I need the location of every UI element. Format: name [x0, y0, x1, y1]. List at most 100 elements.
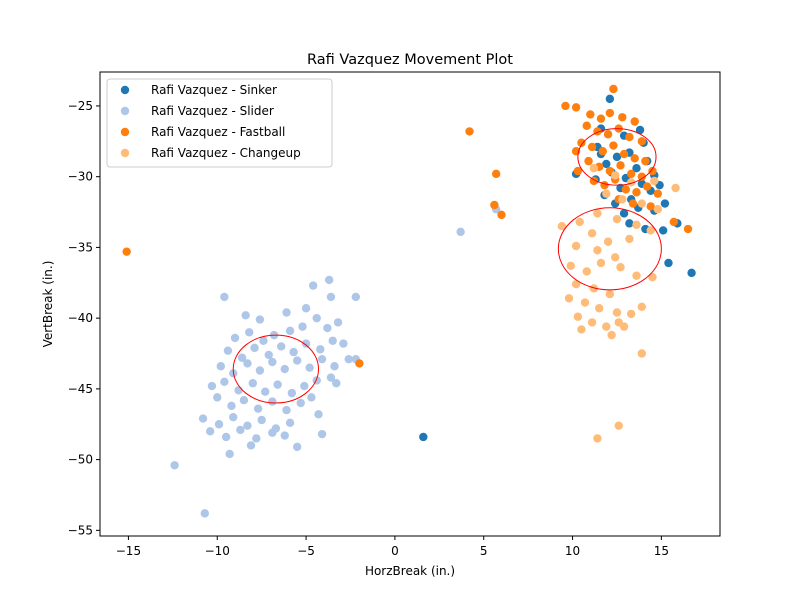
- data-point: [465, 127, 474, 136]
- data-point: [600, 180, 609, 190]
- data-point: [255, 315, 265, 324]
- data-point: [632, 271, 641, 280]
- data-point: [589, 164, 599, 173]
- data-point: [618, 195, 627, 204]
- data-point: [316, 345, 325, 354]
- data-point: [653, 189, 663, 198]
- data-point: [632, 188, 641, 197]
- data-point: [587, 229, 597, 238]
- legend-marker: [120, 85, 130, 95]
- data-point: [490, 200, 499, 210]
- data-point: [632, 164, 641, 173]
- data-point: [605, 108, 615, 118]
- data-point: [587, 142, 597, 152]
- data-point: [637, 172, 647, 181]
- data-point: [596, 258, 606, 268]
- data-point: [571, 280, 581, 289]
- data-point: [259, 336, 268, 345]
- data-point: [200, 509, 210, 518]
- data-point: [285, 418, 295, 428]
- data-point: [324, 275, 334, 285]
- data-point: [630, 117, 639, 126]
- data-point: [626, 309, 636, 319]
- data-point: [285, 326, 295, 336]
- y-axis: −55 −50 −45 −40 −35 −30 −25: [68, 99, 100, 537]
- data-point: [333, 318, 343, 327]
- data-point: [268, 397, 277, 406]
- y-tick-label: −55: [68, 523, 93, 537]
- data-point: [296, 398, 305, 408]
- data-point: [277, 342, 286, 351]
- data-point: [641, 156, 650, 166]
- data-point: [264, 350, 273, 360]
- data-point: [227, 401, 236, 411]
- y-tick-label: −40: [68, 311, 93, 325]
- data-point: [650, 176, 659, 186]
- data-point: [612, 152, 622, 162]
- legend-marker: [120, 148, 130, 158]
- data-point: [616, 263, 625, 272]
- legend-label: Rafi Vazquez - Changeup: [151, 146, 301, 160]
- x-tick-label: 15: [654, 544, 669, 558]
- data-point: [301, 339, 311, 348]
- data-point: [308, 281, 318, 290]
- data-point: [612, 308, 622, 317]
- data-point: [257, 415, 266, 425]
- data-point: [223, 346, 233, 355]
- data-point: [626, 169, 636, 179]
- legend-frame: [106, 78, 333, 168]
- data-point: [637, 137, 647, 146]
- data-point: [351, 292, 361, 302]
- data-point: [170, 461, 179, 470]
- data-point: [355, 359, 364, 368]
- data-point: [287, 388, 297, 398]
- legend-label: Rafi Vazquez - Sinker: [151, 83, 277, 97]
- data-point: [339, 339, 348, 348]
- data-point: [252, 434, 261, 443]
- data-point: [282, 405, 291, 415]
- x-tick-label: 0: [391, 544, 399, 558]
- data-point: [632, 220, 641, 229]
- data-point: [326, 292, 336, 302]
- data-point: [564, 294, 574, 303]
- data-point: [317, 354, 327, 364]
- legend: Rafi Vazquez - Sinker Rafi Vazquez - Slid…: [106, 78, 333, 168]
- data-point: [122, 247, 131, 256]
- legend-marker: [120, 106, 130, 116]
- data-point: [628, 199, 638, 208]
- data-point: [229, 412, 238, 422]
- data-point: [241, 311, 250, 320]
- y-tick-label: −30: [68, 170, 93, 184]
- data-point: [593, 209, 602, 218]
- data-point: [683, 224, 693, 234]
- data-point: [243, 421, 252, 430]
- x-tick-label: −5: [297, 544, 315, 558]
- data-point: [220, 292, 229, 302]
- data-point: [582, 121, 591, 130]
- data-point: [221, 432, 231, 442]
- data-point: [630, 154, 639, 163]
- y-tick-label: −45: [68, 382, 93, 396]
- data-point: [213, 393, 222, 402]
- data-point: [687, 268, 696, 278]
- data-point: [664, 258, 673, 268]
- axes-frame: [99, 71, 721, 537]
- data-point: [239, 396, 249, 405]
- data-point: [648, 272, 657, 282]
- data-point: [344, 354, 353, 364]
- data-point: [255, 366, 265, 375]
- ellipse-layer: [232, 128, 662, 404]
- data-point: [282, 308, 291, 317]
- data-point: [626, 178, 636, 187]
- data-point: [584, 156, 593, 166]
- data-point: [273, 380, 282, 389]
- x-axis-label: HorzBreak (in.): [365, 564, 455, 578]
- data-point: [292, 356, 302, 365]
- data-point: [602, 322, 611, 331]
- data-point: [614, 421, 623, 430]
- data-point: [605, 289, 615, 299]
- data-point: [207, 381, 217, 391]
- data-point: [243, 359, 252, 368]
- data-point: [246, 441, 256, 450]
